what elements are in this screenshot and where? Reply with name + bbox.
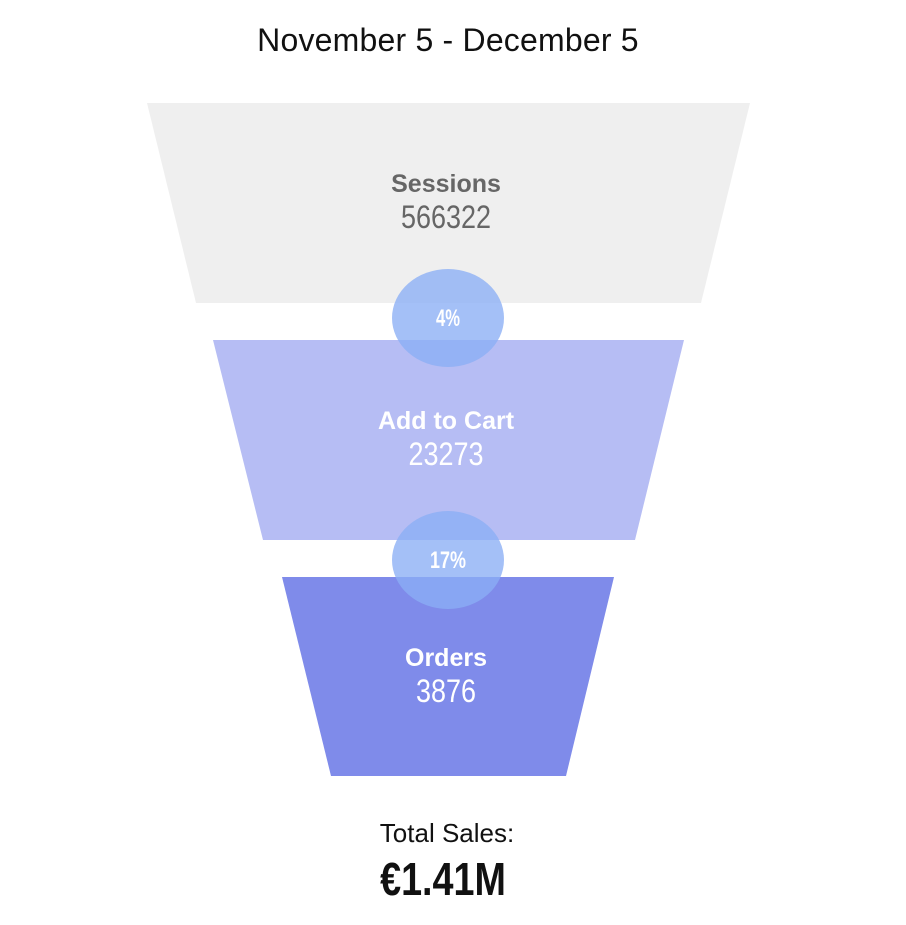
total-sales-value: €1.41M [380,853,506,905]
stage-name-sessions: Sessions [391,170,501,198]
stage-value-sessions: 566322 [401,199,491,235]
stage-name-add-to-cart: Add to Cart [378,407,515,435]
conversion-bubble-1 [392,269,504,367]
funnel-stage-add-to-cart [213,340,684,540]
funnel-stage-orders [282,577,614,776]
stage-value-orders: 3876 [416,673,476,709]
chart-title: November 5 - December 5 [257,22,639,58]
conversion-bubble-2 [392,511,504,609]
total-sales-label: Total Sales: [379,818,515,848]
conversion-rate-2: 17% [430,547,466,574]
stage-name-orders: Orders [405,644,487,672]
stage-value-add-to-cart: 23273 [409,436,484,472]
conversion-rate-1: 4% [436,305,460,332]
funnel-stage-sessions [147,103,750,303]
